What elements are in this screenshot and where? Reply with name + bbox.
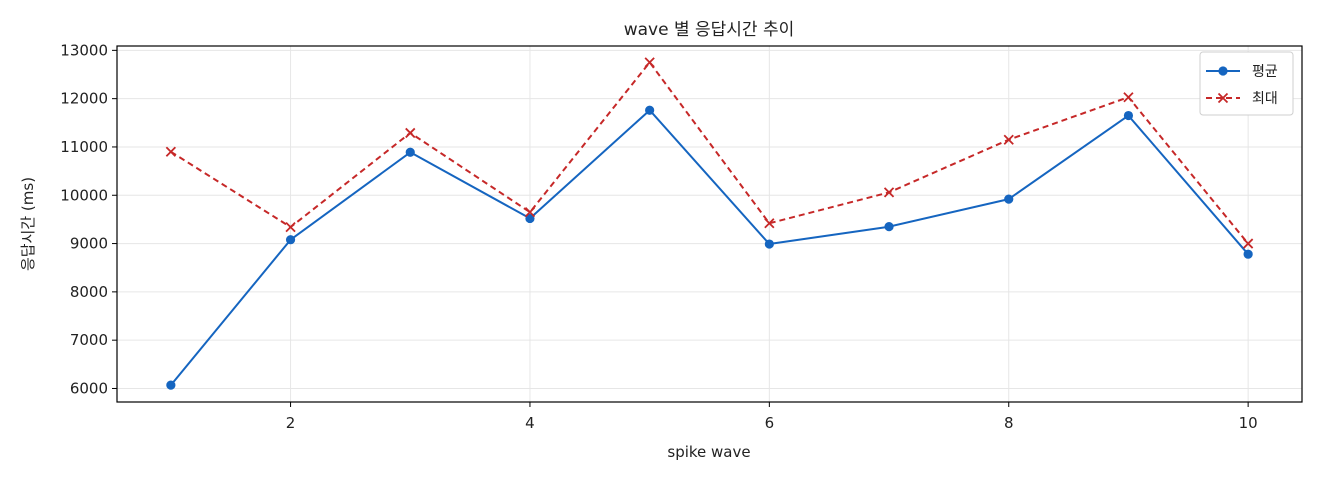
- y-tick-label: 6000: [70, 379, 108, 397]
- axis-ticks: 2 4 6 8 10 6000 7000 8000 9000 10000 11000 12000 130…: [60, 41, 1257, 432]
- x-tick-label: 2: [286, 414, 296, 432]
- data-point-max: [883, 187, 895, 198]
- data-point-avg: [1123, 110, 1134, 121]
- x-tick-label: 8: [1004, 414, 1014, 432]
- series-layer: [165, 57, 1254, 390]
- y-tick-label: 9000: [70, 235, 108, 253]
- data-point-avg: [285, 235, 296, 245]
- data-point-avg: [764, 239, 774, 249]
- data-point-avg: [884, 222, 894, 232]
- data-point-avg: [1004, 194, 1014, 204]
- y-tick-label: 8000: [70, 283, 108, 301]
- data-point-max: [1243, 238, 1254, 249]
- data-point-avg: [525, 213, 535, 224]
- data-point-max: [1123, 92, 1134, 103]
- data-point-max: [405, 127, 416, 139]
- y-axis-title: 응답시간 (ms): [19, 177, 37, 271]
- y-tick-label: 10000: [60, 186, 108, 204]
- x-tick-label: 6: [765, 414, 775, 432]
- y-tick-label: 7000: [70, 331, 108, 349]
- data-point-max: [524, 207, 536, 218]
- plot-frame: [116, 45, 1303, 403]
- data-point-max: [165, 146, 177, 157]
- grid: [117, 46, 1302, 402]
- x-axis-title: spike wave: [667, 443, 750, 461]
- data-point-max: [764, 218, 775, 229]
- data-point-avg: [1243, 249, 1253, 259]
- legend-marker-max: [1217, 92, 1229, 104]
- x-tick-label: 4: [525, 414, 535, 432]
- y-tick-label: 11000: [60, 138, 108, 156]
- legend-label-max: 최대: [1252, 91, 1278, 107]
- x-tick-label: 10: [1239, 414, 1258, 432]
- y-tick-label: 13000: [60, 41, 108, 59]
- series-line-avg: [170, 109, 1249, 386]
- y-tick-label: 12000: [60, 90, 108, 108]
- data-point-avg: [166, 380, 176, 390]
- data-point-max: [644, 57, 655, 68]
- data-point-max: [1003, 134, 1014, 145]
- legend-marker-avg: [1218, 66, 1228, 76]
- legend-label-avg: 평균: [1252, 64, 1278, 80]
- data-point-avg: [405, 147, 415, 157]
- data-point-max: [285, 222, 296, 233]
- data-point-avg: [645, 105, 655, 115]
- legend: 평균 최대: [1199, 51, 1294, 116]
- chart-title: wave 별 응답시간 추이: [624, 20, 795, 40]
- legend-box: [1199, 51, 1294, 116]
